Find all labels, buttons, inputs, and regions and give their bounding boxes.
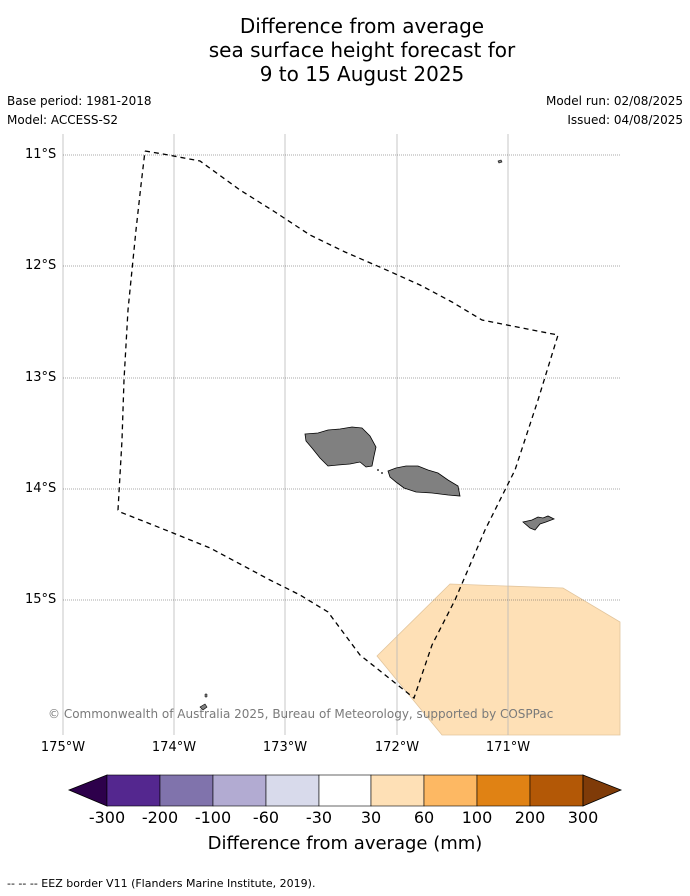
base-period: Base period: 1981-2018 <box>7 94 152 108</box>
colorbar-tick-10: 300 <box>567 808 599 827</box>
lat-label-12s: 12°S <box>25 258 57 273</box>
colorbar-tick-8: 100 <box>461 808 493 827</box>
colorbar-bin-3 <box>212 774 267 807</box>
colorbar-bin-9 <box>529 774 584 807</box>
lat-label-11s: 11°S <box>25 147 57 162</box>
map-title: Difference from average sea surface heig… <box>0 14 690 86</box>
lon-label-173w: 173°W <box>262 740 308 755</box>
colorbar-under-arrow <box>67 774 108 807</box>
title-line-1: Difference from average <box>239 14 485 38</box>
lon-label-175w: 175°W <box>40 740 86 755</box>
colorbar-tick-5: -30 <box>305 808 333 827</box>
colorbar-bin-2 <box>159 774 214 807</box>
colorbar-bin-4 <box>265 774 320 807</box>
metadata-right: Model run: 02/08/2025 Issued: 04/08/2025 <box>546 94 683 132</box>
model-run: Model run: 02/08/2025 <box>545 94 683 108</box>
colorbar-over-arrow <box>582 774 623 807</box>
lat-label-14s: 14°S <box>25 481 57 496</box>
colorbar-bin-5 <box>318 774 372 807</box>
swains-island <box>497 159 503 164</box>
gridlines <box>62 134 620 735</box>
lat-label-15s: 15°S <box>25 592 57 607</box>
eez-border <box>117 150 559 700</box>
colorbar-bin-8 <box>476 774 531 807</box>
colorbar-tick-9: 200 <box>514 808 546 827</box>
colorbar-bin-1 <box>106 774 161 807</box>
savaii-island <box>304 426 377 468</box>
model-name: Model: ACCESS-S2 <box>7 113 119 127</box>
lon-label-171w: 171°W <box>485 740 531 755</box>
colorbar-tick-4: -60 <box>252 808 280 827</box>
lon-label-174w: 174°W <box>151 740 197 755</box>
positive-anomaly-region <box>376 583 621 736</box>
colorbar-tick-7: 60 <box>413 808 435 827</box>
title-line-3: 9 to 15 August 2025 <box>259 62 465 86</box>
colorbar-tick-2: -200 <box>141 808 179 827</box>
colorbar-tick-3: -100 <box>194 808 232 827</box>
lon-label-172w: 172°W <box>374 740 420 755</box>
colorbar-bin-6 <box>370 774 425 807</box>
colorbar-tick-6: 30 <box>360 808 382 827</box>
issued-date: Issued: 04/08/2025 <box>567 113 683 127</box>
lat-label-13s: 13°S <box>25 370 57 385</box>
colorbar-bin-7 <box>423 774 478 807</box>
colorbar-tick-1: -300 <box>88 808 126 827</box>
upolu-island <box>387 465 461 497</box>
title-line-2: sea surface height forecast for <box>208 38 516 62</box>
land <box>199 159 555 711</box>
small-islet <box>204 693 208 698</box>
metadata-left: Base period: 1981-2018 Model: ACCESS-S2 <box>7 94 152 132</box>
eez-legend-note: -- -- -- EEZ border V11 (Flanders Marine… <box>7 877 316 890</box>
tutuila-island <box>522 515 555 531</box>
colorbar-label: Difference from average (mm) <box>207 833 483 854</box>
small-island-south <box>199 703 208 711</box>
copyright-notice: © Commonwealth of Australia 2025, Bureau… <box>48 707 554 721</box>
